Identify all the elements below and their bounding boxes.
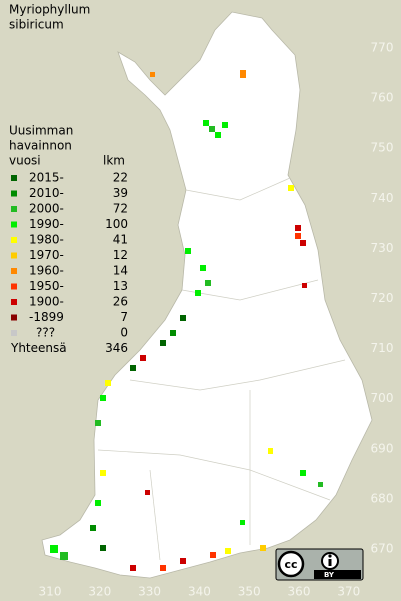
legend-swatch xyxy=(11,252,17,259)
legend-label: 1950- xyxy=(29,279,64,293)
svg-text:cc: cc xyxy=(284,558,297,571)
legend-count: 100 xyxy=(105,217,128,231)
y-tick-label: 710 xyxy=(371,341,394,355)
legend-label: -1899 xyxy=(29,310,64,324)
observations xyxy=(50,70,323,571)
region-borders xyxy=(97,177,346,561)
legend-swatch xyxy=(11,299,17,305)
legend-label: 2015- xyxy=(29,171,64,185)
legend-swatch xyxy=(11,268,17,274)
legend-swatch xyxy=(11,221,17,228)
legend-total: 346 xyxy=(105,341,128,355)
x-tick-label: 360 xyxy=(288,585,311,599)
y-tick-label: 760 xyxy=(371,91,394,105)
legend-heading: havainnon xyxy=(9,139,72,153)
legend-count: 14 xyxy=(113,264,128,278)
y-tick-label: 730 xyxy=(371,241,394,255)
y-tick-label: 690 xyxy=(371,441,394,455)
y-tick-label: 720 xyxy=(371,291,394,305)
license-badge: cc xyxy=(275,548,364,581)
title: sibiricum xyxy=(9,18,64,32)
legend-swatch xyxy=(11,206,17,212)
legend-count: 13 xyxy=(113,279,128,293)
legend-count: 22 xyxy=(113,171,128,185)
y-tick-label: 770 xyxy=(371,41,394,55)
x-tick-label: 370 xyxy=(337,585,360,599)
legend-count: 41 xyxy=(113,233,128,247)
y-tick-label: 670 xyxy=(371,542,394,556)
legend-swatch xyxy=(11,190,17,197)
x-tick-label: 340 xyxy=(188,585,211,599)
legend-swatch xyxy=(11,237,17,243)
legend-label: 2010- xyxy=(29,186,64,200)
x-tick-label: 320 xyxy=(88,585,111,599)
x-tick-label: 350 xyxy=(238,585,261,599)
legend-label: 1960- xyxy=(29,264,64,278)
legend-label: 1900- xyxy=(29,295,64,309)
legend-count: 72 xyxy=(113,202,128,216)
legend-count: 26 xyxy=(113,295,128,309)
title: Myriophyllum xyxy=(9,3,90,17)
legend-count: 39 xyxy=(113,186,128,200)
y-tick-label: 740 xyxy=(371,191,394,205)
legend-swatch xyxy=(11,314,17,321)
y-tick-label: 700 xyxy=(371,391,394,405)
legend-label: 2000- xyxy=(29,202,64,216)
legend-heading: Uusimman xyxy=(9,124,73,138)
legend-swatch xyxy=(11,283,17,290)
legend-total-label: Yhteensä xyxy=(10,341,67,355)
legend-label: 1980- xyxy=(29,233,64,247)
legend-count: 0 xyxy=(120,326,128,340)
license-label: BY xyxy=(324,571,335,579)
y-tick-label: 680 xyxy=(371,491,394,505)
finland-outline xyxy=(41,11,373,579)
legend-count: 7 xyxy=(120,310,128,324)
x-tick-label: 310 xyxy=(39,585,62,599)
y-tick-label: 750 xyxy=(371,141,394,155)
legend-count: 12 xyxy=(113,248,128,262)
legend-label: 1990- xyxy=(29,217,64,231)
legend-swatch xyxy=(11,175,17,181)
legend-count-heading: lkm xyxy=(103,154,125,168)
legend-heading: vuosi xyxy=(9,154,41,168)
legend-label: ??? xyxy=(36,326,55,340)
x-tick-label: 330 xyxy=(138,585,161,599)
legend-label: 1970- xyxy=(29,248,64,262)
legend-swatch xyxy=(11,330,17,336)
